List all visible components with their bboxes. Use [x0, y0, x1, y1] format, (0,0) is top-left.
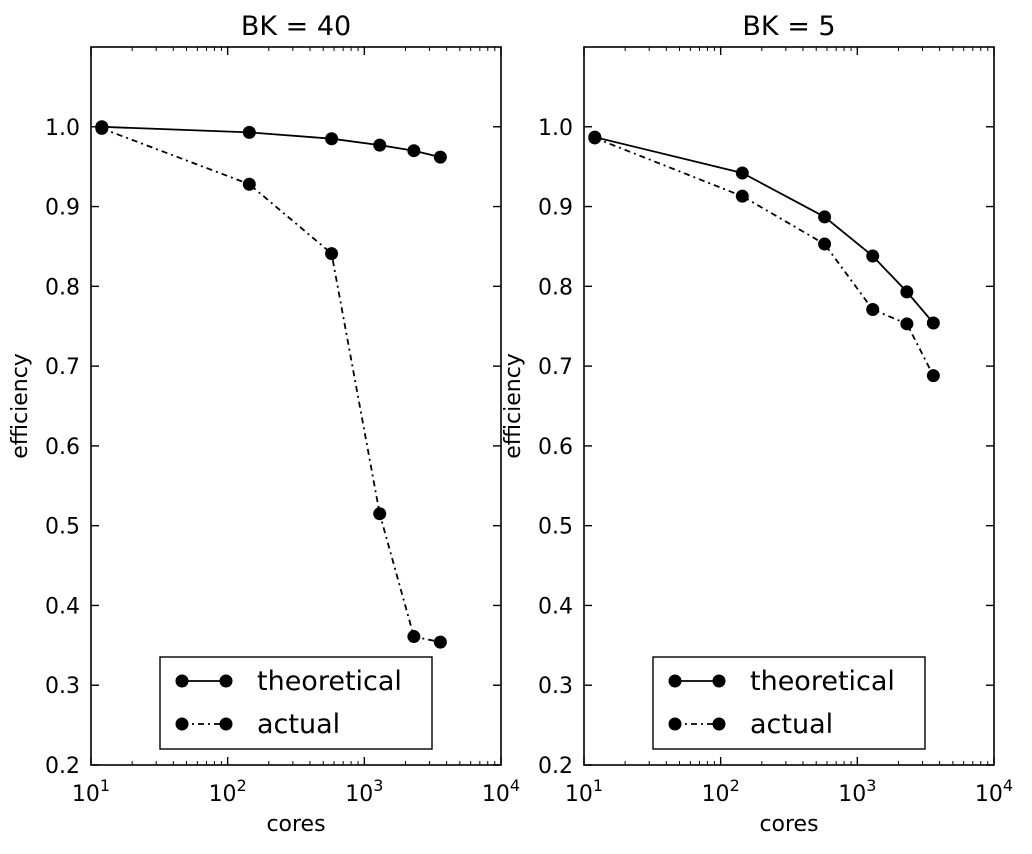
data-point-theoretical — [433, 150, 447, 164]
chart-title: BK = 5 — [742, 11, 835, 42]
y-tick-label: 0.3 — [538, 674, 573, 699]
data-point-actual — [866, 302, 880, 316]
data-point-actual — [926, 369, 940, 383]
data-point-theoretical — [900, 285, 914, 299]
x-tick-base: 10 — [702, 782, 730, 807]
data-point-actual — [735, 189, 749, 203]
y-axis-label: efficiency — [501, 353, 526, 459]
x-tick-label: 103 — [838, 776, 876, 807]
legend-box — [159, 656, 433, 750]
y-tick-label: 0.8 — [538, 275, 573, 300]
x-tick-exponent: 3 — [866, 776, 876, 795]
data-point-theoretical — [926, 316, 940, 330]
series-line-actual — [101, 127, 441, 643]
x-tick-label: 102 — [702, 776, 740, 807]
x-axis-label: cores — [266, 812, 325, 837]
y-tick-label: 0.3 — [45, 674, 80, 699]
legend-marker — [668, 717, 682, 731]
data-point-theoretical — [866, 249, 880, 263]
y-tick-label: 0.4 — [45, 594, 80, 619]
data-point-theoretical — [325, 132, 339, 146]
data-point-theoretical — [373, 138, 387, 152]
data-point-actual — [95, 121, 109, 135]
x-tick-base: 10 — [72, 782, 100, 807]
x-tick-label: 101 — [565, 776, 603, 807]
legend-marker — [175, 674, 189, 688]
x-tick-exponent: 3 — [373, 776, 383, 795]
data-point-actual — [588, 131, 602, 145]
x-tick-base: 10 — [838, 782, 866, 807]
x-tick-base: 10 — [482, 782, 510, 807]
x-tick-label: 104 — [975, 776, 1013, 807]
data-point-actual — [900, 317, 914, 331]
legend-label: theoretical — [750, 666, 895, 697]
chart-title: BK = 40 — [241, 11, 351, 42]
x-tick-base: 10 — [565, 782, 593, 807]
legend-label: actual — [750, 709, 833, 740]
legend-marker — [668, 674, 682, 688]
y-tick-label: 0.4 — [538, 594, 573, 619]
x-tick-exponent: 4 — [1003, 776, 1013, 795]
x-tick-label: 101 — [72, 776, 110, 807]
y-tick-label: 0.9 — [45, 196, 80, 221]
y-tick-label: 0.9 — [538, 196, 573, 221]
x-tick-label: 103 — [345, 776, 383, 807]
y-tick-label: 1.0 — [45, 116, 80, 141]
x-axis-label: cores — [759, 812, 818, 837]
data-point-actual — [407, 630, 421, 644]
legend-marker — [712, 674, 726, 688]
data-point-theoretical — [818, 210, 832, 224]
legend-marker — [175, 717, 189, 731]
legend-label: actual — [257, 709, 340, 740]
data-point-actual — [818, 237, 832, 251]
x-tick-base: 10 — [975, 782, 1003, 807]
data-point-actual — [433, 635, 447, 649]
y-tick-label: 0.5 — [45, 515, 80, 540]
legend-marker — [219, 674, 233, 688]
data-point-actual — [373, 507, 387, 521]
y-tick-label: 0.8 — [45, 275, 80, 300]
x-tick-exponent: 4 — [510, 776, 520, 795]
y-tick-label: 0.6 — [538, 435, 573, 460]
legend-marker — [712, 717, 726, 731]
x-tick-exponent: 1 — [593, 776, 603, 795]
legend-marker — [219, 717, 233, 731]
data-point-theoretical — [735, 166, 749, 180]
data-point-actual — [325, 247, 339, 261]
y-tick-label: 0.7 — [538, 355, 573, 380]
x-tick-label: 104 — [482, 776, 520, 807]
y-tick-label: 1.0 — [538, 116, 573, 141]
y-tick-label: 0.7 — [45, 355, 80, 380]
series-line-theoretical — [594, 136, 935, 324]
axes-frame — [90, 46, 502, 766]
x-tick-base: 10 — [345, 782, 373, 807]
x-tick-exponent: 2 — [730, 776, 740, 795]
series-line-theoretical — [101, 125, 441, 158]
y-tick-label: 0.6 — [45, 435, 80, 460]
y-tick-label: 0.5 — [538, 515, 573, 540]
series-line-actual — [594, 137, 935, 377]
data-point-theoretical — [242, 125, 256, 139]
y-tick-label: 0.2 — [45, 754, 80, 779]
data-point-actual — [242, 177, 256, 191]
x-tick-exponent: 1 — [100, 776, 110, 795]
x-tick-exponent: 2 — [237, 776, 247, 795]
y-axis-label: efficiency — [8, 353, 33, 459]
axes-frame — [583, 46, 995, 766]
data-point-theoretical — [407, 144, 421, 158]
x-tick-base: 10 — [209, 782, 237, 807]
y-tick-label: 0.2 — [538, 754, 573, 779]
legend-label: theoretical — [257, 666, 402, 697]
x-tick-label: 102 — [209, 776, 247, 807]
legend-box — [652, 656, 926, 750]
